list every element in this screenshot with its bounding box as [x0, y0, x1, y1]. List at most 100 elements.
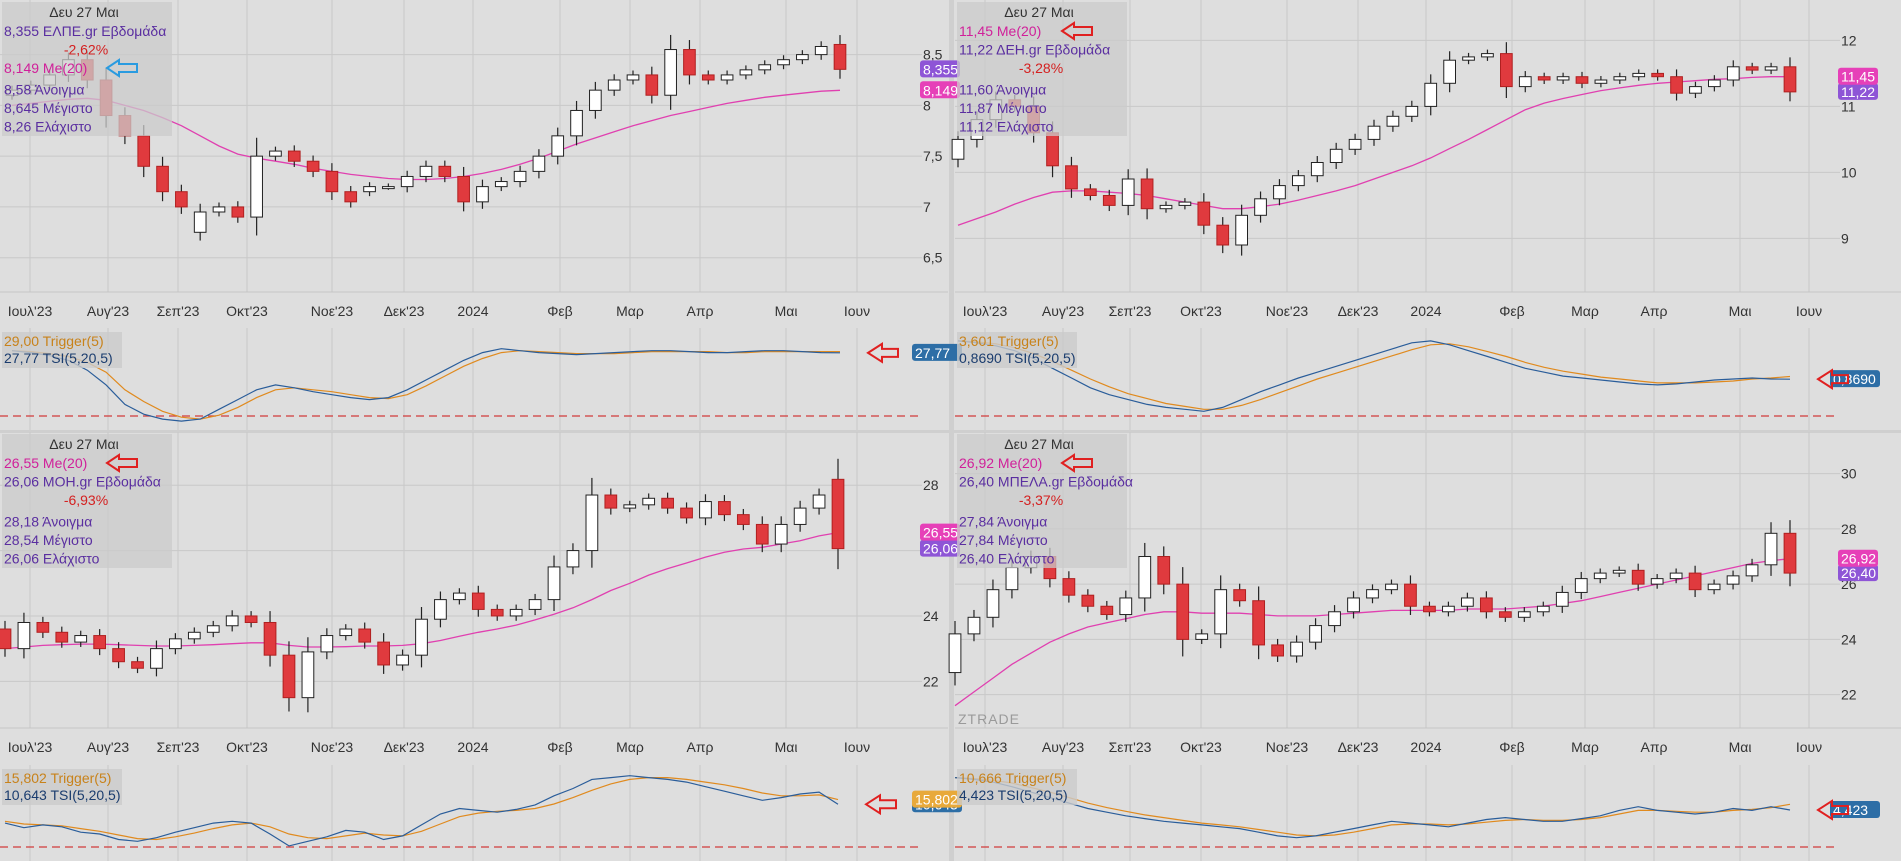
candle: [642, 493, 656, 510]
y-tick-label: 24: [1841, 631, 1857, 647]
candle-body: [0, 628, 12, 650]
candle: [320, 628, 334, 660]
candle: [1292, 170, 1305, 192]
y-tick-label: 30: [1841, 466, 1857, 482]
candle-body: [1612, 569, 1626, 574]
x-tick-label: Απρ: [1641, 739, 1668, 755]
candle: [1688, 565, 1702, 598]
candle-body: [471, 592, 485, 610]
candle-body: [36, 621, 50, 633]
candle: [212, 202, 226, 217]
candle-body: [1292, 175, 1305, 187]
candle: [1537, 72, 1551, 84]
candle: [250, 137, 263, 236]
x-tick-label: Μαι: [775, 303, 798, 319]
annotation-arrow-icon: [866, 342, 899, 364]
open-legend: 8,58 Άνοιγμα: [4, 82, 85, 98]
candle-body: [287, 150, 301, 162]
x-tick-label: Οκτ'23: [226, 739, 268, 755]
candle-body: [301, 651, 315, 699]
candle-body: [1309, 625, 1322, 643]
candle-body: [1178, 201, 1192, 206]
close-legend: 11,22 ΔΕΗ.gr Εβδομάδα: [959, 42, 1110, 58]
candle-body: [1688, 572, 1702, 591]
candle-body: [1574, 578, 1588, 593]
candle-body: [1594, 79, 1608, 84]
candle-body: [1726, 66, 1740, 81]
candle-body: [626, 74, 640, 81]
candle-body: [325, 170, 339, 193]
candle-body: [1328, 611, 1341, 627]
close-price-tag: [1838, 82, 1878, 100]
candle-body: [1764, 532, 1778, 566]
candle: [269, 146, 282, 161]
candle-body: [1537, 76, 1551, 81]
x-tick-label: Ιουν: [844, 739, 870, 755]
y-tick-label: 28: [923, 477, 939, 493]
candle: [434, 591, 447, 628]
candle-body: [1100, 605, 1114, 616]
candle: [206, 620, 220, 638]
candle: [796, 50, 809, 65]
candle: [1481, 49, 1494, 61]
candle-body: [263, 621, 277, 656]
candle: [415, 607, 428, 668]
legend-date: Δευ 27 Μαι: [49, 4, 118, 20]
candle: [156, 156, 169, 202]
x-tick-label: Νοε'23: [311, 303, 354, 319]
candle: [1347, 591, 1360, 619]
legend-date: Δευ 27 Μαι: [1004, 4, 1073, 20]
candle-body: [339, 628, 353, 637]
candle-body: [1367, 125, 1381, 140]
candle-body: [231, 206, 245, 218]
ma-price-tag: [920, 523, 960, 541]
open-legend: 27,84 Άνοιγμα: [959, 514, 1047, 530]
candle-body: [1310, 162, 1324, 177]
candle-body: [225, 615, 239, 627]
row-divider: [0, 430, 1901, 433]
candle-body: [1498, 611, 1512, 618]
price-legend-box: [2, 2, 172, 136]
candle-body: [320, 635, 334, 653]
candle: [301, 637, 315, 713]
candle-body: [1517, 611, 1531, 618]
candle-body: [948, 633, 962, 674]
candle: [1783, 57, 1797, 102]
candle-body: [1046, 132, 1059, 167]
candle-body: [1385, 583, 1398, 591]
candle: [244, 611, 258, 628]
x-tick-label: 2024: [457, 739, 488, 755]
candle: [585, 477, 599, 568]
y-tick-label: 6,5: [923, 250, 943, 266]
candle: [471, 585, 485, 617]
candle-body: [1707, 583, 1721, 591]
candle: [1214, 575, 1228, 649]
candle-body: [774, 523, 788, 545]
close-price-tag-text: 11,22: [1841, 84, 1875, 100]
price-legend-box: [957, 434, 1127, 568]
tsi-value-tag-text: 27,77: [915, 345, 950, 361]
candle-body: [1783, 66, 1797, 93]
close-price-tag-text: 26,40: [1841, 565, 1876, 581]
trigger-line: [957, 340, 1791, 410]
y-tick-label: 8: [923, 97, 931, 113]
candle-body: [570, 109, 583, 137]
candle: [680, 502, 693, 524]
candle: [986, 579, 1000, 628]
candle-body: [664, 49, 677, 96]
candle: [187, 627, 201, 644]
candle: [1157, 546, 1171, 595]
close-price-tag: [920, 539, 960, 557]
candle-body: [623, 504, 637, 509]
candle: [948, 620, 962, 686]
high-legend: 8,645 Μέγιστο: [4, 100, 93, 116]
candle: [382, 183, 395, 190]
legend-date: Δευ 27 Μαι: [49, 436, 118, 452]
change-legend: -6,93%: [64, 492, 108, 508]
candle: [419, 160, 433, 183]
x-tick-label: Μαι: [1729, 303, 1752, 319]
candle: [1159, 201, 1173, 213]
candle-body: [607, 79, 621, 91]
x-tick-label: Απρ: [687, 739, 714, 755]
